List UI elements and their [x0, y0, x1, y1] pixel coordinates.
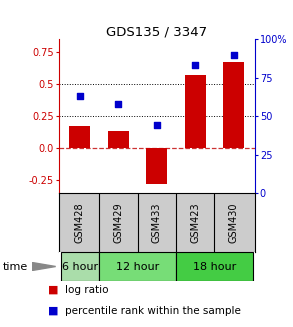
Text: time: time: [3, 262, 28, 271]
Bar: [176, 252, 253, 281]
Bar: [185, 75, 206, 148]
Point: [193, 63, 197, 68]
Bar: [69, 126, 90, 148]
Text: 12 hour: 12 hour: [116, 262, 159, 271]
Bar: [146, 148, 167, 184]
Polygon shape: [32, 263, 56, 270]
Bar: [223, 62, 244, 148]
Text: log ratio: log ratio: [65, 285, 108, 295]
Text: 18 hour: 18 hour: [193, 262, 236, 271]
Point: [116, 101, 121, 106]
Text: GSM430: GSM430: [229, 202, 239, 243]
Text: GSM433: GSM433: [152, 202, 162, 243]
Bar: [108, 131, 129, 148]
Point: [231, 52, 236, 57]
Bar: [99, 252, 176, 281]
Point: [77, 94, 82, 99]
Text: 6 hour: 6 hour: [62, 262, 98, 271]
Text: GSM429: GSM429: [113, 202, 123, 243]
Text: percentile rank within the sample: percentile rank within the sample: [65, 306, 241, 316]
Text: ■: ■: [48, 306, 59, 316]
Text: GSM428: GSM428: [75, 202, 85, 243]
Bar: [61, 252, 99, 281]
Text: GSM423: GSM423: [190, 202, 200, 243]
Point: [154, 123, 159, 128]
Text: ■: ■: [48, 285, 59, 295]
Title: GDS135 / 3347: GDS135 / 3347: [106, 25, 207, 38]
